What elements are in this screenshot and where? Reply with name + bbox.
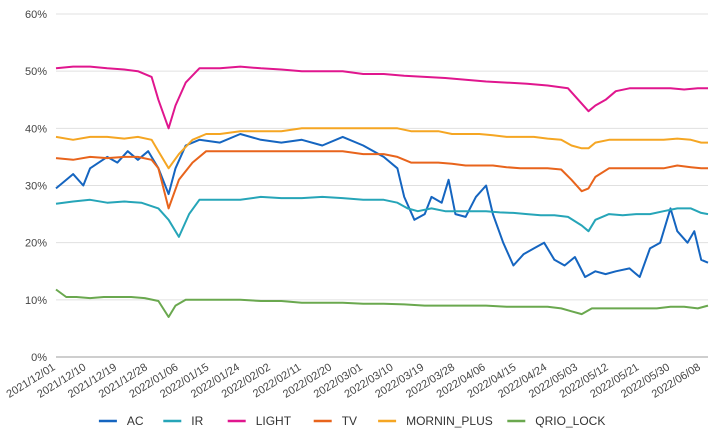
legend-item-qrio-lock[interactable]: QRIO_LOCK: [507, 414, 605, 428]
y-tick-label: 60%: [25, 9, 47, 21]
legend-item-mornin-plus[interactable]: MORNIN_PLUS: [378, 414, 493, 428]
series-line-qrio-lock: [55, 288, 709, 318]
legend-label: LIGHT: [256, 414, 292, 428]
y-tick-label: 0%: [31, 352, 47, 364]
y-axis: 0% 10% 20% 30% 40% 50% 60%: [25, 9, 47, 364]
y-tick-label: 20%: [25, 238, 47, 250]
series-line-light: [55, 65, 708, 130]
y-tick-label: 10%: [25, 295, 47, 307]
gridlines: [56, 13, 708, 358]
legend-label: AC: [127, 414, 144, 428]
legend-label: TV: [342, 414, 357, 428]
series-line-tv: [55, 150, 708, 210]
x-axis: 2021/12/012021/12/102021/12/192021/12/28…: [5, 361, 703, 400]
y-tick-label: 50%: [25, 66, 47, 78]
legend-label: IR: [191, 414, 203, 428]
series-line-ir: [55, 195, 709, 238]
y-tick-label: 40%: [25, 123, 47, 135]
series-lines: [55, 65, 709, 318]
legend-item-ir[interactable]: IR: [163, 414, 204, 428]
y-tick-label: 30%: [25, 181, 47, 193]
legend-item-tv[interactable]: TV: [313, 414, 357, 428]
legend-label: QRIO_LOCK: [535, 414, 605, 428]
series-line-ac: [55, 133, 709, 278]
legend-item-light[interactable]: LIGHT: [227, 414, 292, 428]
legend: AC IR LIGHT TV MORNIN_PLUS QRIO_LOCK: [98, 414, 605, 428]
legend-label: MORNIN_PLUS: [406, 414, 493, 428]
series-line-mornin-plus: [55, 127, 708, 170]
legend-item-ac[interactable]: AC: [98, 414, 144, 428]
